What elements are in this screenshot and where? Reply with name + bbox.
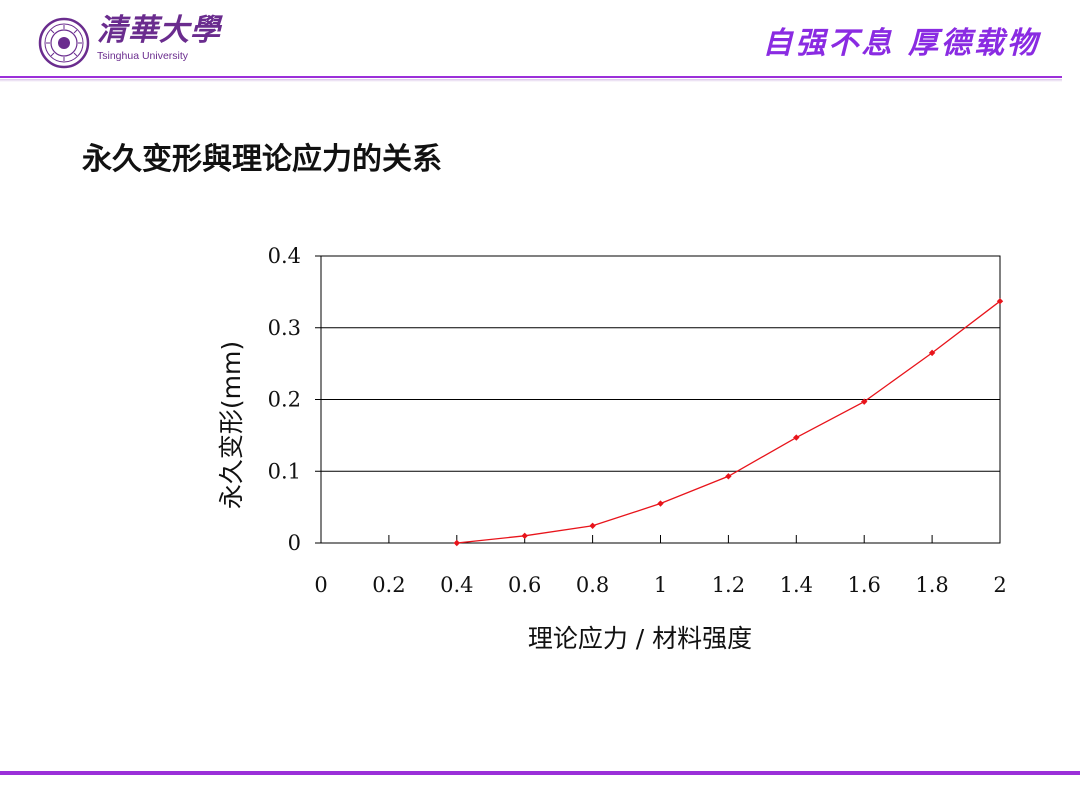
slide-header: 清華大學 Tsinghua University 自强不息 厚德载物 <box>0 0 1080 90</box>
university-seal-icon <box>38 17 90 69</box>
chart-series <box>453 298 1004 547</box>
x-axis-ticks: 0 0.2 0.4 0.6 0.8 1 1.2 1.4 1.6 1.8 2 <box>314 535 1007 597</box>
university-name-english: Tsinghua University <box>97 50 189 62</box>
x-tick-label: 0 <box>314 573 327 597</box>
x-tick-label: 0.2 <box>372 573 405 597</box>
footer-divider <box>0 771 1080 775</box>
series-line <box>456 300 1001 544</box>
x-tick-label: 1 <box>654 573 667 597</box>
data-point-marker <box>725 473 732 480</box>
university-motto: 自强不息 厚德载物 <box>762 26 1040 61</box>
y-tick-label: 0.3 <box>268 316 301 340</box>
slide-title: 永久变形與理论应力的关系 <box>82 142 442 177</box>
x-tick-label: 1.8 <box>915 573 948 597</box>
x-tick-label: 2 <box>993 573 1006 597</box>
data-point-marker <box>793 434 800 441</box>
x-tick-label: 1.4 <box>780 573 813 597</box>
x-axis-title: 理论应力 / 材料强度 <box>528 624 752 653</box>
data-point-marker <box>589 522 596 529</box>
y-tick-label: 0.1 <box>268 459 301 483</box>
y-tick-label: 0.2 <box>268 388 301 412</box>
data-point-marker <box>928 349 936 357</box>
data-point-marker <box>521 532 528 540</box>
university-name-chinese: 清華大學 <box>97 13 221 48</box>
data-point-marker <box>453 539 460 547</box>
x-tick-label: 0.8 <box>576 573 609 597</box>
chart-gridlines <box>321 327 1000 472</box>
x-tick-label: 0.4 <box>440 573 473 597</box>
data-point-marker <box>861 398 868 405</box>
header-divider <box>0 76 1062 78</box>
header-divider-shadow <box>0 79 1062 82</box>
y-axis-title: 永久变形(mm) <box>217 341 246 509</box>
y-tick-label: 0 <box>288 531 301 555</box>
y-tick-label: 0.4 <box>268 244 301 268</box>
x-tick-label: 1.2 <box>712 573 745 597</box>
data-point-marker <box>996 298 1004 305</box>
x-tick-label: 1.6 <box>847 573 880 597</box>
data-point-marker <box>657 500 664 507</box>
y-axis-ticks: 0 0.1 0.2 0.3 0.4 <box>268 244 321 555</box>
x-tick-label: 0.6 <box>508 573 541 597</box>
